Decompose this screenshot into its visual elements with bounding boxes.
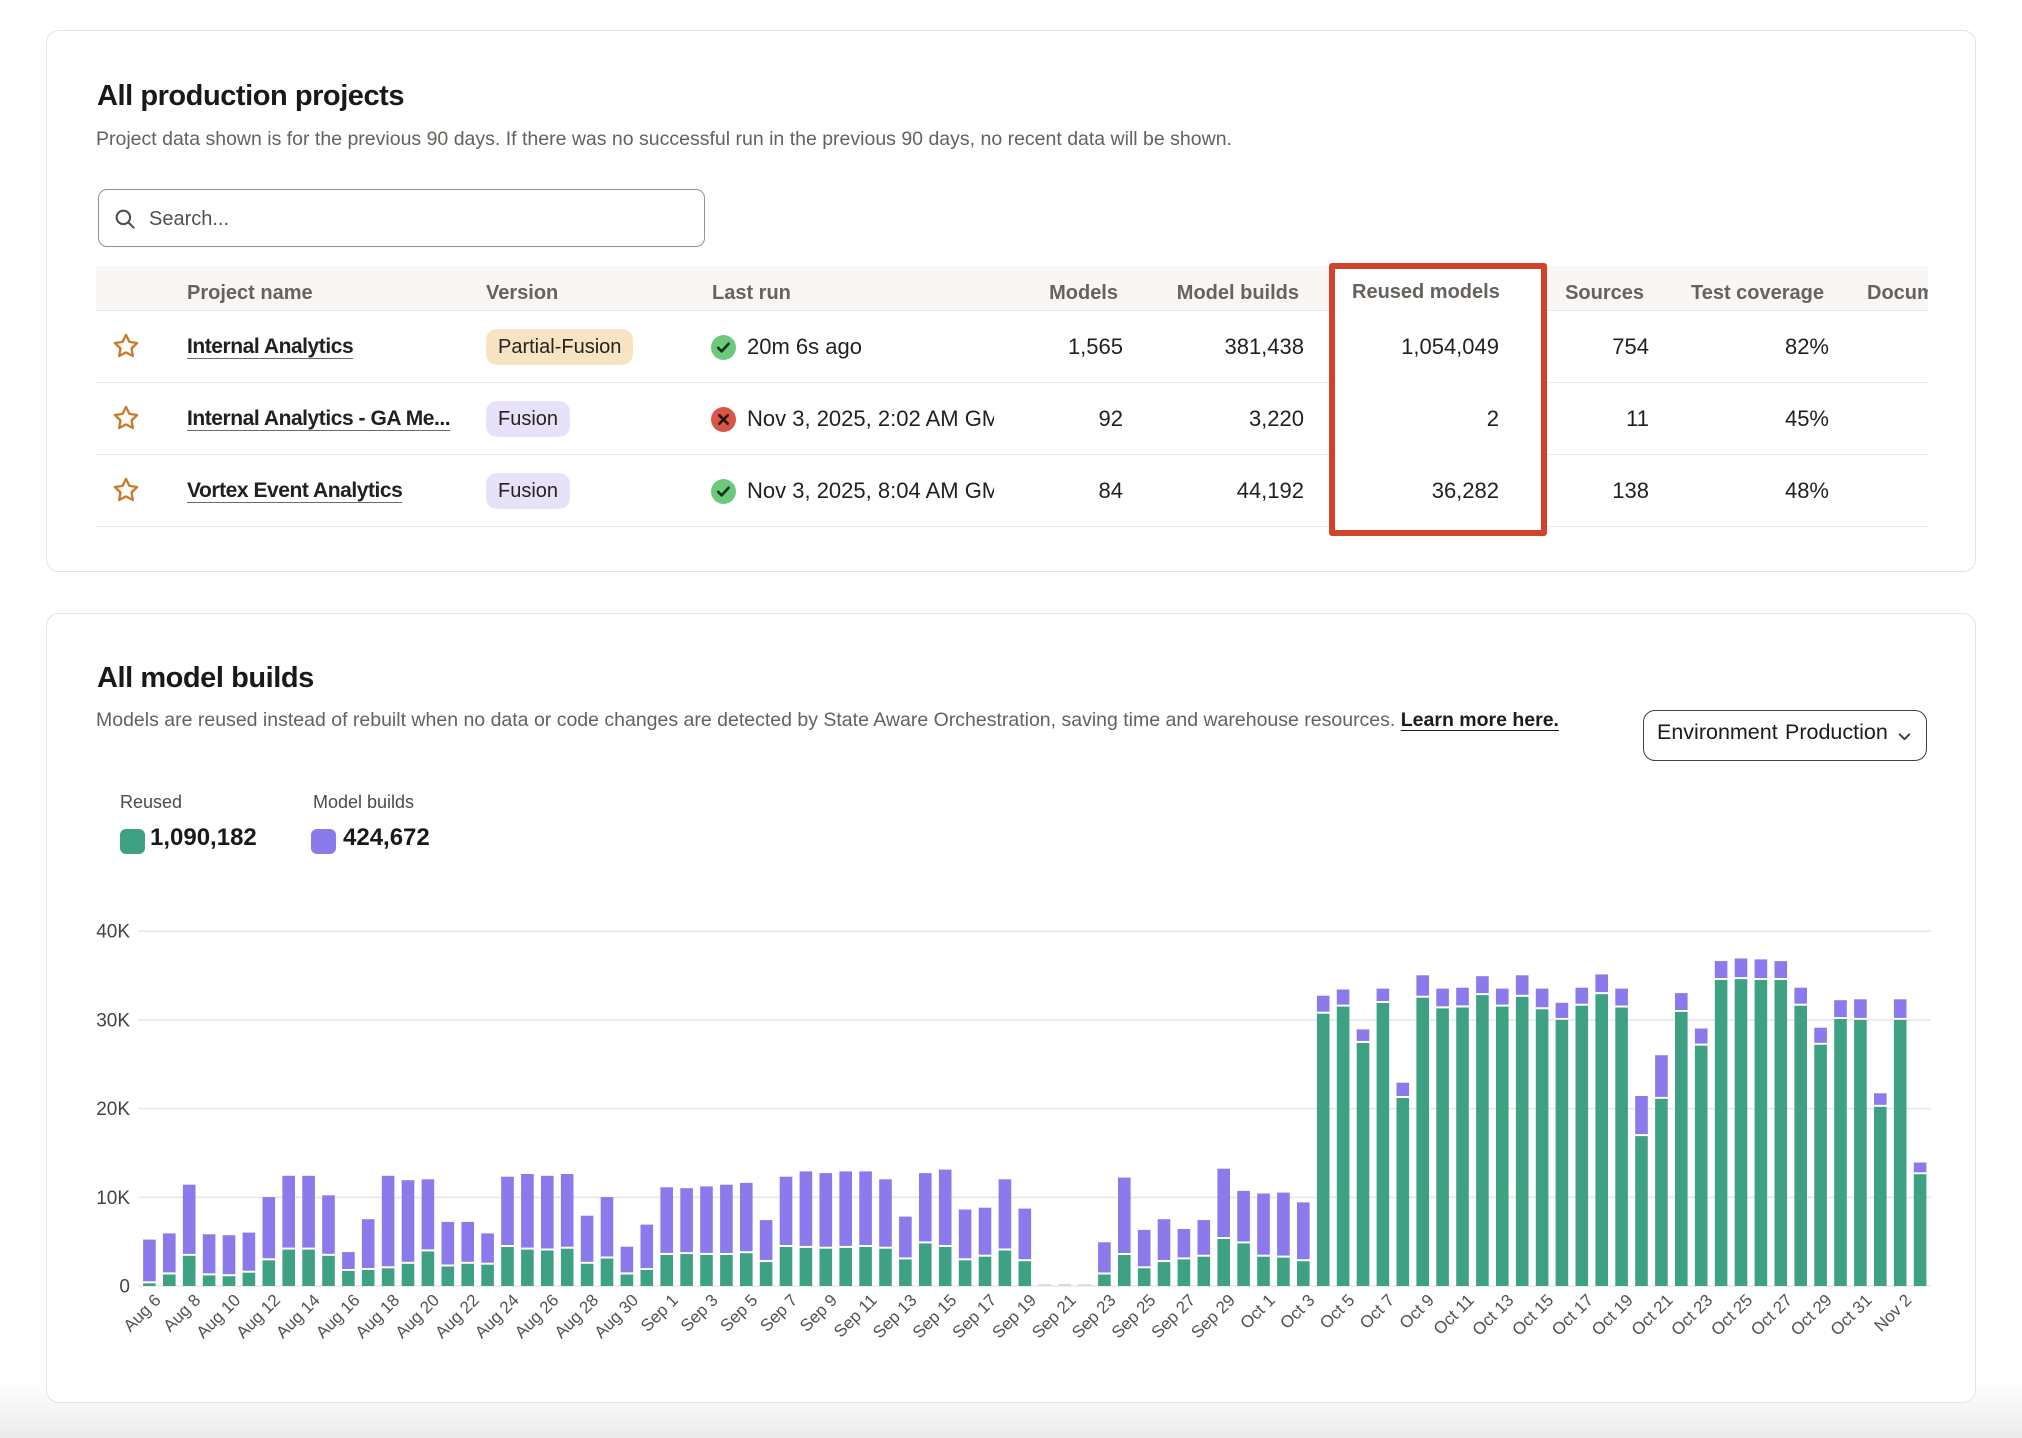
svg-text:Oct 1: Oct 1 [1237,1291,1279,1333]
svg-text:Aug 12: Aug 12 [232,1291,284,1343]
svg-text:Aug 26: Aug 26 [511,1291,563,1343]
svg-text:Oct 17: Oct 17 [1548,1291,1597,1340]
svg-text:Sep 29: Sep 29 [1187,1291,1239,1343]
svg-text:Oct 11: Oct 11 [1430,1291,1478,1339]
svg-text:Oct 23: Oct 23 [1668,1291,1717,1340]
svg-text:Aug 24: Aug 24 [471,1291,523,1343]
svg-text:Sep 1: Sep 1 [637,1291,682,1336]
svg-text:Sep 17: Sep 17 [949,1291,1001,1343]
svg-text:Oct 29: Oct 29 [1787,1291,1836,1340]
svg-text:Sep 3: Sep 3 [677,1291,722,1336]
svg-text:30K: 30K [96,1010,130,1031]
svg-text:Oct 7: Oct 7 [1356,1291,1398,1333]
svg-text:Sep 27: Sep 27 [1148,1291,1200,1343]
svg-text:Nov 2: Nov 2 [1871,1291,1916,1336]
svg-text:Sep 5: Sep 5 [717,1291,762,1336]
svg-text:10K: 10K [96,1188,130,1209]
svg-text:Aug 30: Aug 30 [591,1291,643,1343]
svg-text:Aug 28: Aug 28 [551,1291,603,1343]
svg-text:20K: 20K [96,1099,130,1120]
svg-text:Oct 31: Oct 31 [1827,1291,1876,1340]
svg-text:Oct 5: Oct 5 [1316,1291,1358,1333]
svg-text:40K: 40K [96,922,130,943]
svg-text:Oct 27: Oct 27 [1747,1291,1796,1340]
svg-text:Sep 25: Sep 25 [1108,1291,1160,1343]
svg-text:Oct 3: Oct 3 [1276,1291,1318,1333]
svg-text:Sep 7: Sep 7 [756,1291,801,1336]
svg-text:Aug 14: Aug 14 [272,1291,324,1343]
svg-text:Sep 19: Sep 19 [988,1291,1040,1343]
svg-text:Sep 15: Sep 15 [909,1291,961,1343]
svg-text:Oct 19: Oct 19 [1588,1291,1637,1340]
svg-text:Aug 10: Aug 10 [193,1291,245,1343]
svg-text:Sep 21: Sep 21 [1028,1291,1080,1343]
svg-text:Aug 22: Aug 22 [431,1291,483,1343]
svg-text:Sep 13: Sep 13 [869,1291,921,1343]
svg-text:Oct 13: Oct 13 [1469,1291,1518,1340]
svg-text:Sep 23: Sep 23 [1068,1291,1120,1343]
svg-text:Oct 15: Oct 15 [1508,1291,1557,1340]
svg-text:Oct 21: Oct 21 [1628,1291,1677,1340]
svg-text:Aug 20: Aug 20 [392,1291,444,1343]
svg-text:Aug 16: Aug 16 [312,1291,364,1343]
svg-text:Oct 25: Oct 25 [1707,1291,1756,1340]
svg-text:0: 0 [119,1277,130,1298]
svg-text:Aug 18: Aug 18 [352,1291,404,1343]
